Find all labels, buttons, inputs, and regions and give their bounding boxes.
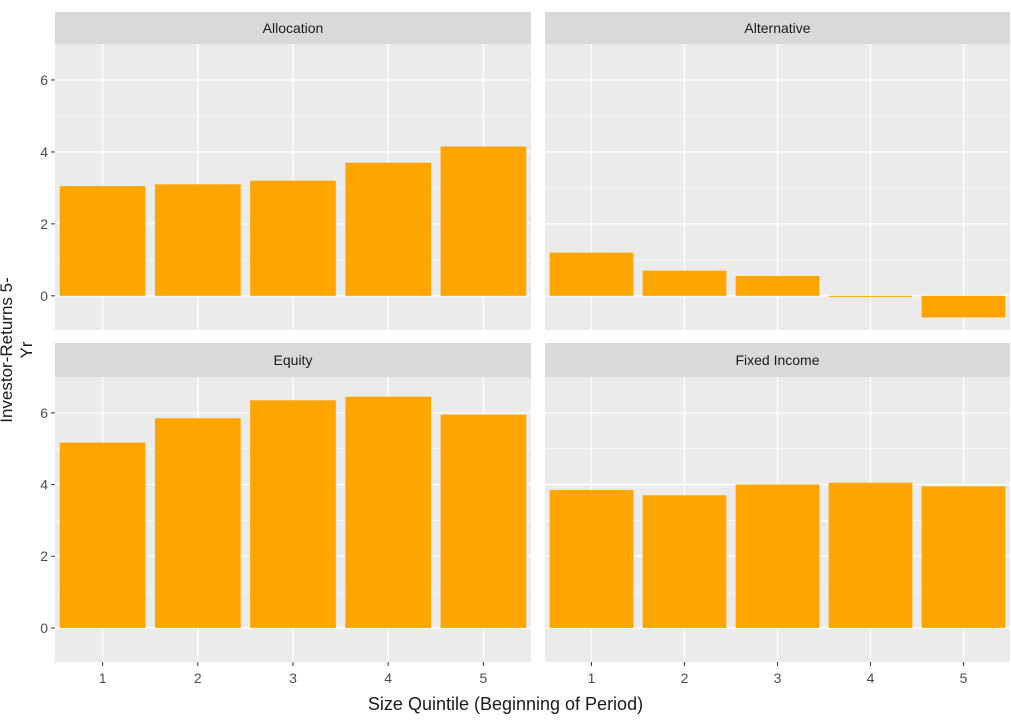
- bar: [642, 270, 727, 296]
- bar: [440, 414, 527, 628]
- y-tick-label: 0: [40, 288, 48, 304]
- facet-strip: [55, 343, 531, 377]
- bar: [549, 252, 634, 296]
- facet-strip: [545, 343, 1010, 377]
- bar: [154, 418, 241, 628]
- bar: [828, 482, 913, 628]
- bar: [642, 495, 727, 628]
- bar: [154, 184, 241, 296]
- bar: [59, 442, 146, 628]
- bar: [345, 396, 432, 628]
- bar: [921, 295, 1006, 318]
- bar: [828, 295, 913, 297]
- bar: [549, 489, 634, 628]
- y-tick-label: 4: [40, 144, 48, 160]
- y-tick-label: 4: [40, 477, 48, 493]
- x-tick-label: 5: [480, 670, 488, 686]
- bar: [250, 400, 336, 628]
- x-tick-label: 3: [289, 670, 297, 686]
- facet-title: Fixed Income: [735, 352, 819, 368]
- facet-title: Equity: [274, 352, 313, 368]
- bar: [735, 276, 820, 296]
- facet-title: Alternative: [744, 20, 810, 36]
- bar: [345, 162, 432, 296]
- bar: [921, 486, 1006, 628]
- bar: [440, 146, 527, 296]
- y-tick-label: 0: [40, 620, 48, 636]
- x-tick-label: 5: [960, 670, 968, 686]
- bar: [250, 180, 336, 296]
- x-tick-label: 3: [774, 670, 782, 686]
- x-tick-label: 4: [384, 670, 392, 686]
- x-axis-label: Size Quintile (Beginning of Period): [367, 694, 644, 714]
- bar: [59, 186, 146, 296]
- x-tick-label: 1: [588, 670, 596, 686]
- y-tick-label: 6: [40, 72, 48, 88]
- facet-title: Allocation: [263, 20, 324, 36]
- facet-strip: [545, 12, 1010, 44]
- x-tick-label: 4: [867, 670, 875, 686]
- y-tick-label: 2: [40, 548, 48, 564]
- x-tick-label: 2: [681, 670, 689, 686]
- y-tick-label: 2: [40, 216, 48, 232]
- y-axis-label: Investor-Returns 5-Yr: [0, 277, 36, 423]
- y-tick-label: 6: [40, 405, 48, 421]
- facet-strip: [55, 12, 531, 44]
- x-tick-label: 1: [99, 670, 107, 686]
- x-tick-label: 2: [194, 670, 202, 686]
- bar: [735, 484, 820, 628]
